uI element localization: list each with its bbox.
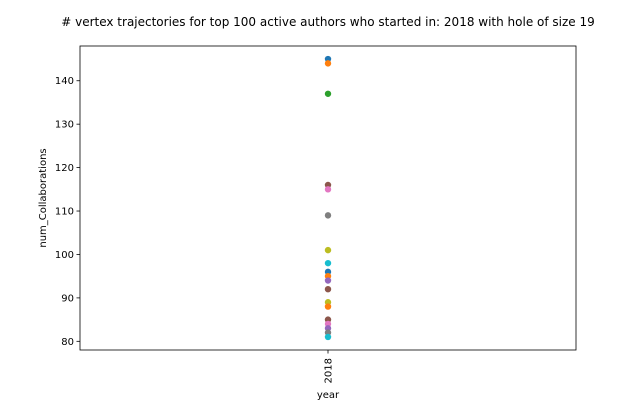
- x-axis-label: year: [317, 390, 340, 400]
- y-tick-label: 90: [61, 293, 74, 304]
- scatter-point: [324, 186, 332, 193]
- scatter-point: [324, 286, 332, 293]
- y-tick-label: 130: [55, 120, 74, 131]
- scatter-point: [324, 303, 332, 310]
- y-axis-ticks: 80 90 100 110 120 130 140: [55, 76, 80, 348]
- scatter-point: [324, 90, 332, 97]
- y-tick-label: 80: [61, 337, 74, 348]
- y-tick-label: 100: [55, 250, 74, 261]
- scatter-point: [324, 60, 332, 67]
- scatter-points: [324, 55, 332, 341]
- x-tick-label: 2018: [324, 358, 335, 383]
- scatter-point: [324, 333, 332, 341]
- y-tick-label: 140: [55, 76, 74, 87]
- scatter-point: [324, 259, 332, 267]
- scatter-point: [324, 246, 332, 254]
- y-tick-label: 120: [55, 163, 74, 174]
- scatter-point: [324, 277, 332, 284]
- y-axis-label: num_Collaborations: [38, 148, 49, 247]
- x-axis-ticks: 2018: [324, 350, 335, 383]
- chart-title: # vertex trajectories for top 100 active…: [61, 15, 595, 29]
- scatter-point: [324, 212, 332, 219]
- y-tick-label: 110: [55, 207, 74, 218]
